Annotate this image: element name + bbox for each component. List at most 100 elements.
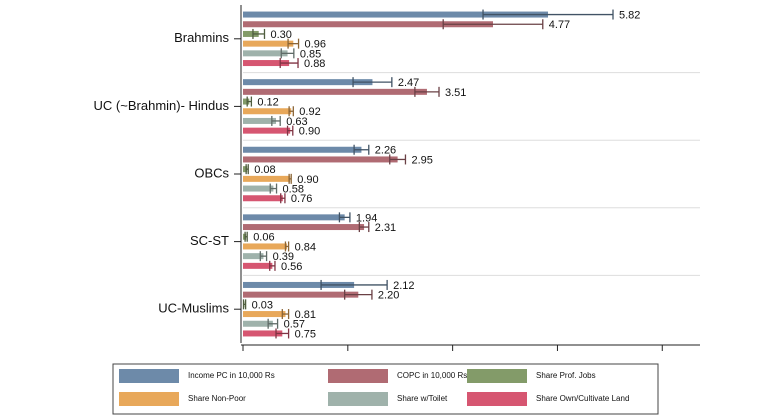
error-bar (442, 19, 544, 30)
error-bar (358, 222, 370, 233)
bar (243, 311, 286, 318)
error-bar (353, 144, 370, 155)
error-bar (288, 106, 294, 117)
bar (243, 224, 365, 231)
value-label: 0.30 (270, 29, 291, 41)
legend-swatch (328, 392, 388, 406)
value-label: 0.81 (295, 309, 316, 321)
value-label: 2.26 (375, 145, 396, 157)
legend-box (112, 363, 659, 415)
error-bar (414, 86, 440, 97)
error-bar (288, 173, 292, 184)
legend-label: Share Own/Cultivate Land (536, 394, 629, 403)
value-label: 0.39 (273, 251, 294, 263)
value-label: 0.85 (300, 48, 321, 60)
legend-swatch (119, 369, 179, 383)
error-bar (252, 28, 266, 39)
error-bar (344, 289, 373, 300)
legend-label: COPC in 10,000 Rs. (397, 371, 469, 380)
value-label: 0.58 (283, 183, 304, 195)
value-label: 0.90 (299, 126, 320, 138)
error-bar (269, 183, 278, 194)
error-bar (389, 154, 407, 165)
value-label: 0.56 (281, 261, 302, 273)
error-bar (281, 309, 290, 320)
error-bar (286, 125, 294, 136)
bar (243, 146, 362, 153)
value-label: 0.75 (295, 328, 316, 340)
bar (243, 253, 264, 260)
bar (243, 11, 549, 18)
legend-swatch (467, 392, 527, 406)
bar (243, 50, 288, 57)
value-label: 4.77 (549, 19, 570, 31)
bar (243, 175, 291, 182)
error-bar (267, 318, 279, 329)
bar (243, 214, 345, 221)
error-bar (244, 231, 248, 242)
bar (243, 156, 398, 163)
bar (243, 185, 274, 192)
error-bar (245, 164, 249, 175)
value-label: 0.63 (286, 116, 307, 128)
value-label: 1.94 (356, 212, 377, 224)
category-label: OBCs (194, 165, 229, 180)
value-label: 5.82 (619, 9, 640, 21)
value-label: 0.92 (299, 106, 320, 118)
value-label: 2.47 (398, 77, 419, 89)
category-label: UC-Muslims (158, 301, 229, 316)
bar (243, 262, 273, 269)
bar (243, 108, 292, 115)
error-bar (275, 328, 290, 339)
error-bar (242, 299, 247, 310)
error-bar (259, 251, 268, 262)
error-bar (279, 58, 299, 69)
bar (243, 88, 427, 95)
value-label: 2.12 (393, 280, 414, 292)
legend-label: Share Prof. Jobs (536, 371, 596, 380)
error-bar (284, 241, 290, 252)
legend-swatch (467, 369, 527, 383)
error-bar (320, 279, 388, 290)
value-label: 0.08 (254, 164, 275, 176)
bar (243, 40, 294, 47)
value-label: 0.90 (297, 174, 318, 186)
error-bar (246, 96, 253, 107)
bar (243, 291, 359, 298)
value-label: 0.88 (304, 58, 325, 70)
legend-label: Income PC in 10,000 Rs (188, 371, 275, 380)
value-label: 0.96 (305, 39, 326, 51)
bar (243, 60, 290, 67)
error-bar (280, 48, 295, 59)
value-label: 3.51 (445, 87, 466, 99)
legend-swatch (328, 369, 388, 383)
bar (243, 98, 250, 105)
error-bar (482, 9, 614, 20)
error-bar (338, 212, 351, 223)
bar (243, 21, 493, 28)
error-bar (352, 77, 393, 88)
bar (243, 330, 283, 337)
value-label: 2.95 (411, 154, 432, 166)
value-label: 0.57 (284, 319, 305, 331)
bar (243, 320, 273, 327)
error-bar (271, 115, 281, 126)
category-label: UC (~Brahmin)- Hindus (94, 98, 230, 113)
category-label: SC-ST (190, 233, 229, 248)
value-label: 2.20 (378, 290, 399, 302)
legend-label: Share w/Toilet (397, 394, 448, 403)
bar (243, 79, 373, 86)
bar (243, 127, 291, 134)
value-label: 0.12 (257, 96, 278, 108)
bar (243, 166, 248, 173)
legend-swatch (119, 392, 179, 406)
bar (243, 117, 277, 124)
error-bar (269, 260, 276, 271)
error-bar (287, 38, 300, 49)
legend-label: Share Non-Poor (188, 394, 246, 403)
error-bar (280, 193, 286, 204)
category-label: Brahmins (174, 30, 229, 45)
value-label: 0.84 (295, 241, 316, 253)
bar (243, 243, 288, 250)
